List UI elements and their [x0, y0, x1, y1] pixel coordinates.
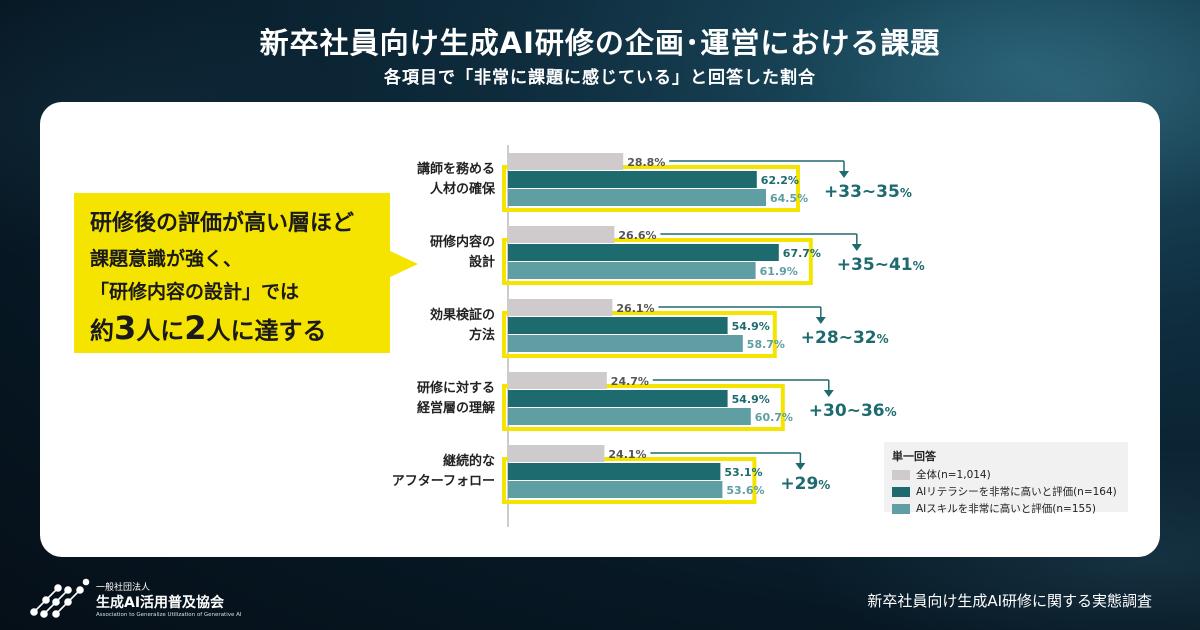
difference-unit: %: [877, 332, 889, 346]
data-label: 26.1%: [616, 302, 654, 315]
page-subtitle: 各項目で「非常に課題に感じている」と回答した割合: [384, 68, 816, 88]
legend-swatch: [892, 486, 910, 497]
bar: [508, 335, 743, 352]
org-logo-icon: [30, 578, 90, 618]
data-label: 54.9%: [732, 393, 770, 406]
bar: [508, 445, 605, 462]
callout-line-3: 「研修内容の設計」では: [90, 281, 300, 303]
data-label: 53.6%: [726, 484, 764, 497]
org-english-name: Association to Generalize Utilization of…: [96, 612, 242, 618]
difference-label: +29%: [780, 474, 830, 494]
callout-line-1: 研修後の評価が高い層ほど: [90, 211, 355, 236]
legend-title: 単一回答: [892, 450, 936, 463]
difference-unit: %: [900, 186, 912, 200]
category-label: 人材の確保: [430, 181, 496, 197]
legend-label: AIリテラシーを非常に高いと評価(n=164): [916, 486, 1117, 498]
difference-unit: %: [818, 478, 830, 492]
arrow-head: [851, 244, 862, 251]
bar: [508, 390, 728, 407]
callout-box: 研修後の評価が高い層ほど 課題意識が強く、 「研修内容の設計」では 約3人に2人…: [74, 193, 390, 353]
legend-item: AIスキルを非常に高いと評価(n=155): [892, 501, 1120, 516]
data-label: 61.9%: [760, 265, 798, 278]
highlight-box: [502, 384, 785, 431]
bar: [508, 299, 613, 316]
category-label: アフターフォロー: [392, 474, 495, 489]
callout-number: 2: [184, 309, 207, 347]
difference-label: +30~36%: [809, 401, 897, 421]
highlight-box: [502, 238, 813, 285]
page-title: 新卒社員向け生成AI研修の企画･運営における課題: [259, 26, 941, 60]
data-label: 53.1%: [724, 466, 762, 479]
data-label: 64.5%: [770, 192, 808, 205]
data-label: 24.1%: [608, 448, 646, 461]
callout-pointer: [388, 250, 418, 278]
bar: [508, 317, 728, 334]
bar: [508, 171, 757, 188]
category-label: 継続的な: [443, 453, 495, 469]
bar: [508, 189, 766, 206]
bar: [508, 463, 721, 480]
difference-unit: %: [885, 405, 897, 419]
difference-label: +28~32%: [801, 328, 889, 348]
callout-text: 人に達する: [206, 317, 327, 345]
data-label: 62.2%: [761, 174, 799, 187]
bar: [508, 153, 624, 170]
category-label: 方法: [469, 327, 495, 343]
data-label: 60.7%: [755, 411, 793, 424]
difference-label: +33~35%: [824, 182, 912, 202]
category-label: 経営層の理解: [417, 400, 495, 416]
bar: [508, 262, 756, 279]
category-label: 研修内容の: [430, 234, 495, 250]
arrow-head: [795, 463, 806, 470]
legend-swatch: [892, 469, 910, 480]
org-name: 生成AI活用普及協会: [96, 595, 225, 611]
legend-swatch: [892, 503, 910, 514]
highlight-box: [502, 165, 800, 212]
bar: [508, 481, 723, 498]
callout-line-2: 課題意識が強く、: [90, 248, 243, 270]
callout-line-4: 約3人に2人に達する: [90, 309, 374, 347]
legend-label: AIスキルを非常に高いと評価(n=155): [916, 503, 1096, 515]
org-type: 一般社団法人: [96, 583, 151, 593]
bar: [508, 244, 779, 261]
category-label: 講師を務める: [417, 161, 495, 177]
legend-item: AIリテラシーを非常に高いと評価(n=164): [892, 484, 1120, 499]
bar: [508, 372, 607, 389]
chart-legend: 単一回答 全体(n=1,014) AIリテラシーを非常に高いと評価(n=164)…: [884, 442, 1128, 515]
legend-item: 全体(n=1,014): [892, 467, 1120, 482]
data-label: 26.6%: [618, 229, 656, 242]
callout-number: 3: [114, 309, 137, 347]
difference-label: +35~41%: [837, 255, 925, 275]
bar: [508, 408, 751, 425]
data-label: 24.7%: [611, 375, 649, 388]
highlight-box: [502, 311, 777, 358]
bar: [508, 226, 615, 243]
highlight-box: [502, 457, 757, 504]
data-label: 54.9%: [732, 320, 770, 333]
difference-unit: %: [913, 259, 925, 273]
callout-text: 人に: [136, 317, 185, 345]
survey-name: 新卒社員向け生成AI研修に関する実態調査: [867, 592, 1152, 610]
category-label: 効果検証の: [430, 307, 495, 323]
category-label: 研修に対する: [417, 380, 495, 396]
arrow-head: [823, 390, 834, 397]
data-label: 67.7%: [783, 247, 821, 260]
arrow-head: [839, 171, 849, 178]
data-label: 58.7%: [747, 338, 785, 351]
data-label: 28.8%: [627, 156, 665, 169]
callout-text: 約: [90, 317, 114, 345]
arrow-head: [815, 317, 826, 324]
category-label: 設計: [469, 254, 495, 270]
legend-label: 全体(n=1,014): [916, 469, 991, 481]
